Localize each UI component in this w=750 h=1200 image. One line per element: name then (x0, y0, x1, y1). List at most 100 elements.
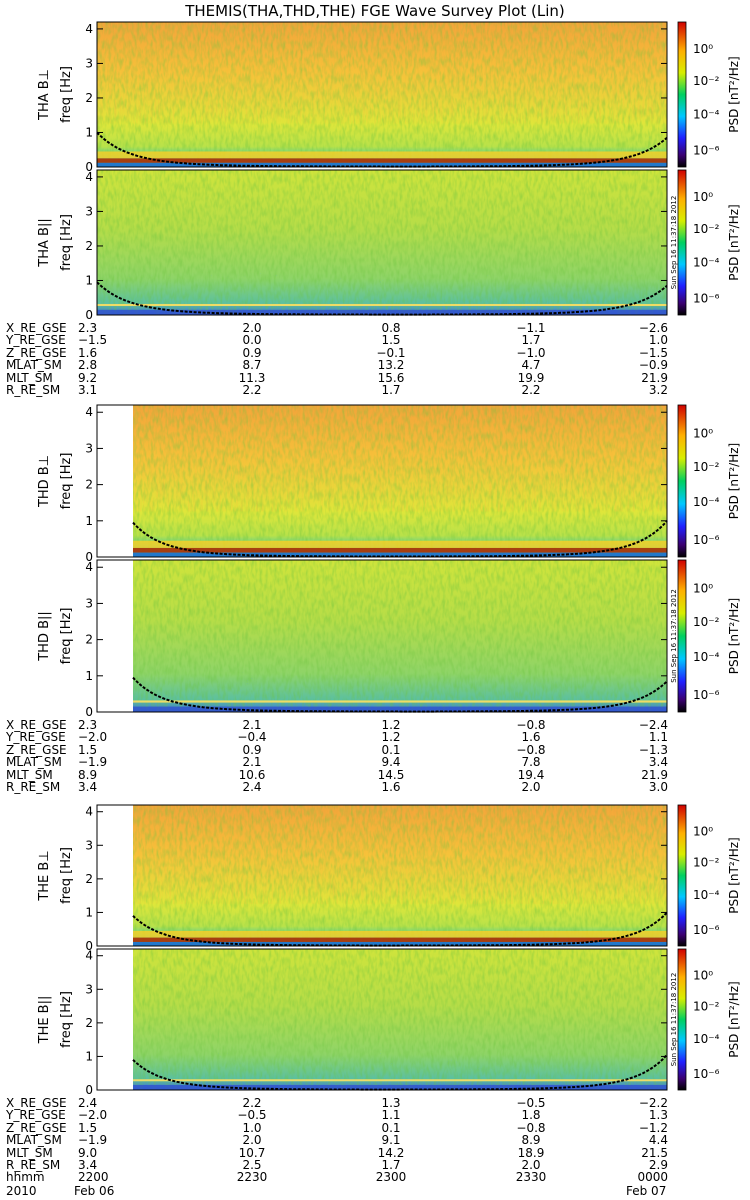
y-tick-label: 4 (85, 405, 93, 419)
baseline-band (133, 941, 667, 946)
ephemeris-label: Z_RE_GSE (6, 345, 67, 360)
ephemeris-value: 2.2 (242, 1096, 262, 1110)
ephemeris-value: 1.7 (381, 382, 401, 397)
ephemeris-value: 11.3 (238, 370, 266, 385)
y-tick-label: 4 (85, 560, 93, 574)
y-tick-label: 0 (85, 1083, 93, 1097)
ephemeris-value: 2.4 (242, 779, 262, 794)
ephemeris-value: 9.0 (78, 1145, 98, 1160)
ephemeris-value: 8.9 (521, 1133, 541, 1148)
ephemeris-value: 3.1 (78, 382, 98, 397)
ephemeris-value: 15.6 (377, 370, 405, 385)
ephemeris-value: 9.1 (381, 1133, 401, 1148)
ephemeris-row: X_RE_GSE 2.3 2.1 1.2 −0.8 −2.4 (6, 718, 668, 732)
ephemeris-value: 1.2 (381, 730, 401, 745)
panel-name-label: THA B|| (37, 218, 52, 267)
ephemeris-row: MLT_SM 9.0 10.7 14.2 18.9 21.5 (6, 1145, 668, 1160)
colorbar-tick-label: 10⁰ (693, 824, 713, 838)
ephemeris-value: 1.6 (78, 345, 98, 360)
y-tick-label: 1 (85, 514, 93, 528)
ephemeris-label: X_RE_GSE (6, 718, 67, 732)
panel-name-label: THE B|| (37, 996, 52, 1045)
ephemeris-value: 2200 (78, 1170, 109, 1185)
chart-title: THEMIS(THA,THD,THE) FGE Wave Survey Plot… (185, 2, 565, 20)
ephemeris-row: X_RE_GSE 2.3 2.0 0.8 −1.1 −2.6 (6, 321, 668, 335)
spectrum-hot-texture (97, 22, 667, 124)
ephemeris-value: 14.5 (377, 767, 405, 782)
ephemeris-value: −0.8 (516, 718, 546, 732)
ephemeris-row: R_RE_SM 3.1 2.2 1.7 2.2 3.2 (6, 382, 668, 397)
spectrogram-panel-4: 0 1 2 3 4 THE B⊥ freq [Hz] 10⁰ 10⁻² 10⁻⁴ 10⁻⁶ PSD [… (37, 804, 741, 953)
y-axis-label: freq [Hz] (59, 453, 74, 510)
ephemeris-value: 2.1 (242, 718, 262, 732)
y-tick-label: 3 (85, 204, 93, 218)
baseline-band (97, 309, 667, 315)
colorbar-tick-label: 10⁻⁶ (693, 533, 720, 547)
ephemeris-value: 2.0 (242, 321, 262, 335)
y-tick-label: 3 (85, 838, 93, 852)
ephemeris-row: MLT_SM 8.9 10.6 14.5 19.4 21.9 (6, 767, 668, 782)
ephemeris-value: −0.8 (516, 1120, 546, 1135)
ephemeris-row: MLAT_SM −1.9 2.1 9.4 7.8 3.4 (6, 755, 668, 770)
ephemeris-row: Z_RE_GSE 1.6 0.9 −0.1 −1.0 −1.5 (6, 345, 668, 360)
ephemeris-value: −0.4 (237, 730, 267, 745)
colorbar: 10⁰ 10⁻² 10⁻⁴ 10⁻⁶ PSD [nT²/Hz] (677, 404, 741, 558)
ephemeris-label: Z_RE_GSE (6, 742, 67, 757)
y-tick-label: 2 (85, 1016, 93, 1030)
ephemeris-value: 2.0 (521, 1157, 541, 1172)
y-tick-label: 0 (85, 705, 93, 719)
colorbar: 10⁰ 10⁻² 10⁻⁴ 10⁻⁶ PSD [nT²/Hz] (677, 804, 741, 947)
panel-frame (96, 404, 668, 558)
colorbar-tick-label: 10⁻⁶ (693, 144, 720, 158)
colorbar-tick-label: 10⁻² (693, 222, 720, 236)
generation-stamp: Sun Sep 16 11:37:18 2012 (670, 589, 678, 683)
colorbar-label: PSD [nT²/Hz] (727, 981, 741, 1057)
ephemeris-label: MLT_SM (6, 1145, 53, 1160)
ephemeris-value: 19.9 (517, 370, 545, 385)
ephemeris-value: −0.1 (376, 345, 406, 360)
ephemeris-row: R_RE_SM 3.4 2.4 1.6 2.0 3.0 (6, 779, 668, 794)
colorbar-tick-label: 10⁻⁶ (693, 923, 720, 937)
colorbar-tick-label: 10⁻⁴ (693, 255, 720, 269)
ephemeris-label: MLAT_SM (6, 358, 62, 373)
ephemeris-value: −0.5 (516, 1096, 546, 1110)
ephemeris-value: 3.0 (648, 779, 668, 794)
panel-name-label: THE B⊥ (37, 850, 52, 901)
ephemeris-label: Y_RE_GSE (6, 730, 66, 745)
generation-stamp: Sun Sep 16 11:37:18 2012 (670, 196, 678, 290)
baseline-band (133, 552, 667, 557)
ephemeris-label: MLAT_SM (6, 755, 62, 770)
ephemeris-value: 1.1 (648, 730, 668, 745)
ephemeris-value: 19.4 (517, 767, 545, 782)
colorbar: 10⁰ 10⁻² 10⁻⁴ 10⁻⁶ PSD [nT²/Hz] (677, 21, 741, 168)
colorbar-tick-label: 10⁻⁶ (693, 292, 720, 306)
ephemeris-value: −2.6 (638, 321, 668, 335)
ephemeris-value: 1.0 (242, 1120, 262, 1135)
ephemeris-value: 1.2 (381, 718, 401, 732)
colorbar-tick-label: 10⁻² (693, 74, 720, 88)
spectral-ridge (133, 937, 667, 942)
ephemeris-value: −1.2 (638, 1120, 668, 1135)
ephemeris-value: 21.5 (641, 1145, 668, 1160)
y-tick-label: 1 (85, 1049, 93, 1063)
ephemeris-label: MLT_SM (6, 370, 53, 385)
spectrum-hot-texture (133, 405, 667, 512)
y-axis-label: freq [Hz] (59, 608, 74, 665)
ephemeris-value: 21.9 (641, 370, 668, 385)
ephemeris-value: 2230 (236, 1170, 268, 1185)
ephemeris-value: −2.4 (638, 718, 668, 732)
ephemeris-label: hhmm (6, 1170, 45, 1185)
spectrogram-panel-1: 0 1 2 3 4 THA B|| freq [Hz] 10⁰ 10⁻² 10⁻⁴ 10⁻⁶ PSD … (37, 169, 741, 322)
ephemeris-value: 8.9 (78, 767, 98, 782)
ephemeris-value: 1.7 (521, 333, 541, 348)
ephemeris-block-the: X_RE_GSE 2.4 2.2 1.3 −0.5 −2.2 Y_RE_GSE −2.0 −0.… (6, 1096, 668, 1185)
ephemeris-value: −0.9 (638, 358, 668, 373)
ephemeris-value: −1.5 (638, 345, 668, 360)
y-axis-label: freq [Hz] (59, 66, 74, 123)
ephemeris-value: −1.0 (516, 345, 546, 360)
colorbar-gradient (677, 559, 687, 713)
ephemeris-value: 4.4 (648, 1133, 668, 1148)
ephemeris-row: X_RE_GSE 2.4 2.2 1.3 −0.5 −2.2 (6, 1096, 668, 1110)
ephemeris-value: 13.2 (377, 358, 405, 373)
